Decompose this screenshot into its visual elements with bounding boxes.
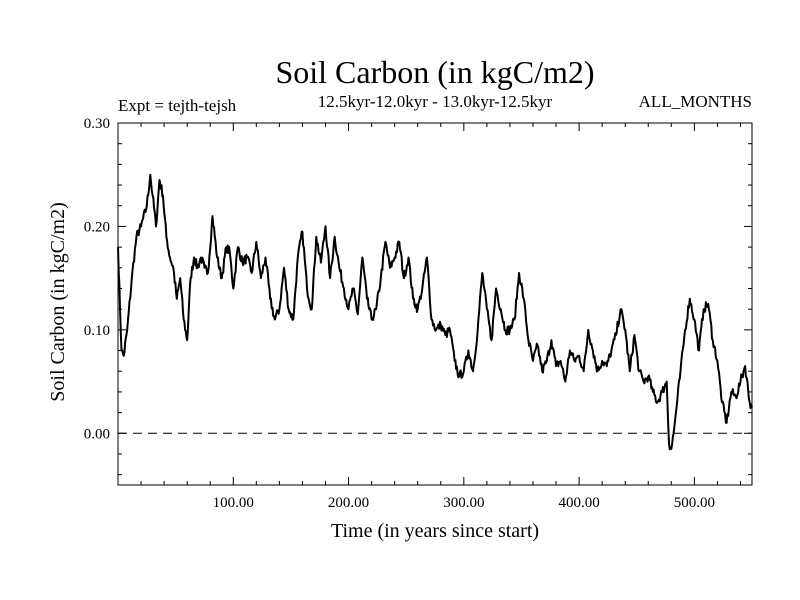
months-label: ALL_MONTHS [639,92,752,111]
x-tick-label: 100.00 [213,495,254,511]
y-tick-label: 0.20 [84,219,110,235]
y-tick-label: 0.00 [84,426,110,442]
chart-title: Soil Carbon (in kgC/m2) [275,54,594,90]
y-tick-label: 0.30 [84,116,110,132]
series-group [117,173,753,451]
experiment-label: Expt = tejth-tejsh [118,96,237,115]
axes [118,122,752,485]
series-line [117,173,753,451]
x-tick-label: 200.00 [328,495,369,511]
tick-labels: 100.00 200.00 300.00 400.00 500.00 0.00 0.10 0.… [84,116,715,511]
x-tick-label: 300.00 [443,495,484,511]
x-tick-label: 400.00 [558,495,599,511]
plot-frame [117,122,753,486]
chart-subtitle: 12.5kyr-12.0kyr - 13.0kyr-12.5kyr [318,92,553,111]
x-axis-label: Time (in years since start) [331,520,539,542]
y-axis-label: Soil Carbon (in kgC/m2) [47,202,69,401]
y-tick-label: 0.10 [84,323,110,339]
x-tick-label: 500.00 [674,495,715,511]
